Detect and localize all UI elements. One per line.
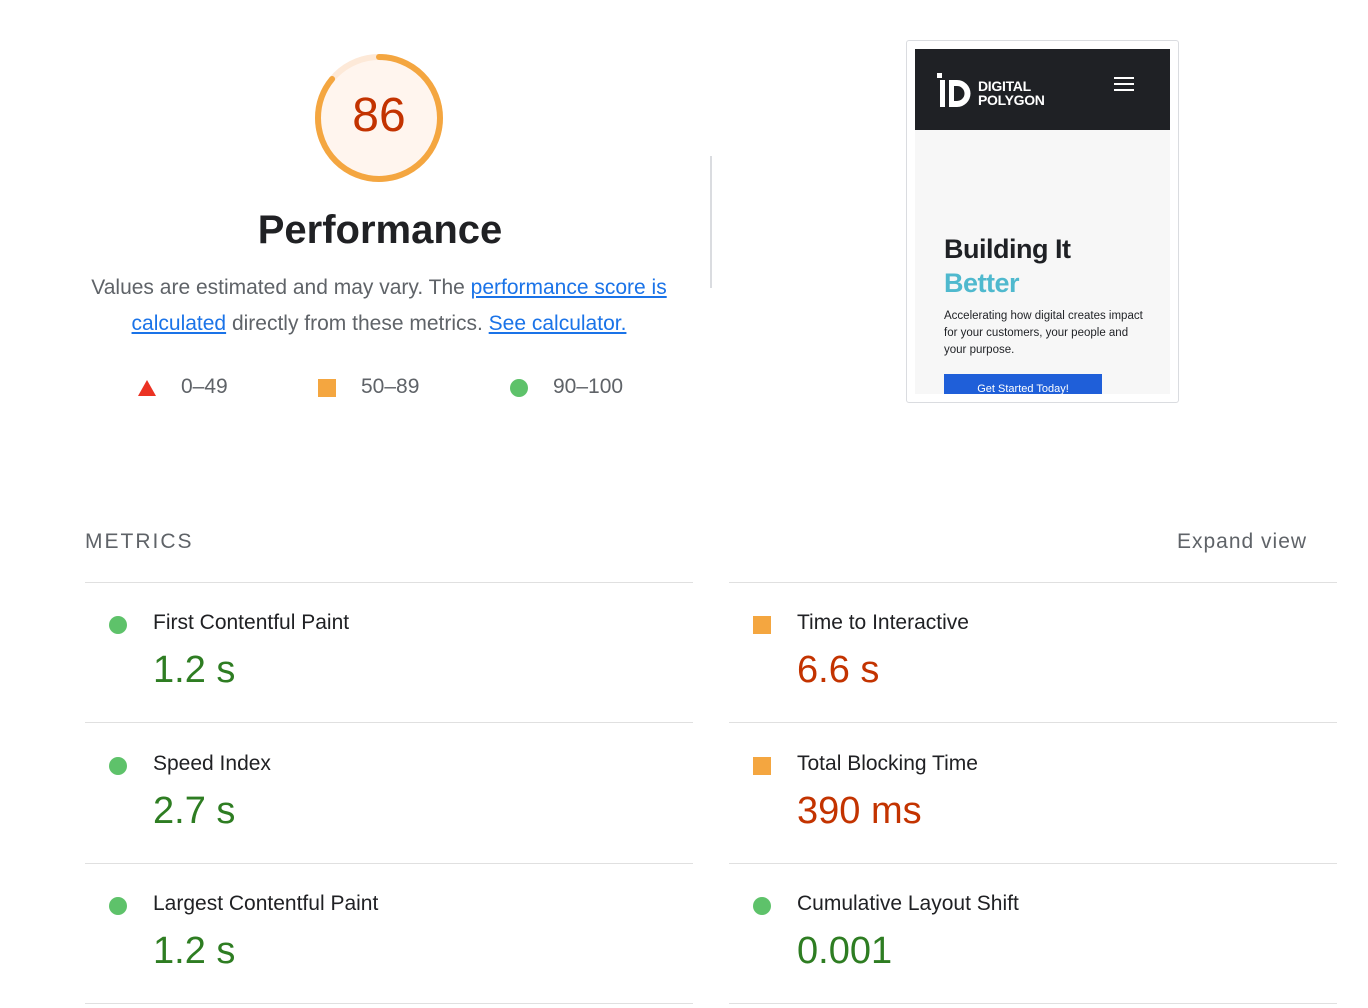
average-square-icon	[753, 616, 771, 634]
metric-first-contentful-paint: First Contentful Paint 1.2 s	[85, 583, 693, 723]
screenshot-page: DIGITAL POLYGON Building It Better Accel…	[915, 49, 1170, 394]
hero-title: Building It Better	[944, 232, 1071, 300]
metric-total-blocking-time: Total Blocking Time 390 ms	[729, 724, 1337, 864]
description-text-2: directly from these metrics.	[226, 312, 489, 335]
legend-fail-range: 0–49	[181, 375, 228, 398]
metric-value: 0.001	[797, 930, 893, 972]
divider	[85, 582, 693, 583]
divider	[85, 1003, 693, 1004]
metric-value: 1.2 s	[153, 649, 236, 691]
hero-line-2: Better	[944, 268, 1020, 298]
logo-text: DIGITAL POLYGON	[978, 79, 1045, 107]
pass-circle-icon	[753, 897, 771, 915]
legend-average-range: 50–89	[361, 375, 420, 398]
pass-circle-icon	[109, 757, 127, 775]
screenshot-header: DIGITAL POLYGON	[915, 49, 1170, 130]
score-value: 86	[352, 89, 406, 142]
metric-cumulative-layout-shift: Cumulative Layout Shift 0.001	[729, 864, 1337, 1004]
metric-name: First Contentful Paint	[153, 611, 350, 634]
square-icon	[318, 379, 336, 397]
metric-value: 2.7 s	[153, 790, 236, 832]
final-screenshot[interactable]: DIGITAL POLYGON Building It Better Accel…	[906, 40, 1179, 403]
metric-value: 6.6 s	[797, 649, 880, 691]
see-calculator-link[interactable]: See calculator.	[488, 312, 627, 335]
vertical-divider	[710, 156, 712, 288]
divider	[85, 863, 693, 864]
logo-line-2: POLYGON	[978, 92, 1045, 108]
metrics-heading: METRICS	[85, 530, 194, 553]
metric-name: Total Blocking Time	[797, 752, 978, 775]
metric-name: Largest Contentful Paint	[153, 892, 379, 915]
metric-value: 390 ms	[797, 790, 922, 832]
description-text-1: Values are estimated and may vary. The	[91, 276, 471, 299]
hero-subtitle: Accelerating how digital creates impact …	[944, 310, 1143, 356]
divider	[729, 1003, 1337, 1004]
divider	[729, 722, 1337, 723]
metric-time-to-interactive: Time to Interactive 6.6 s	[729, 583, 1337, 723]
metric-name: Cumulative Layout Shift	[797, 892, 1019, 915]
get-started-button: Get Started Today!	[944, 374, 1102, 394]
divider	[729, 863, 1337, 864]
metric-name: Speed Index	[153, 752, 271, 775]
metric-largest-contentful-paint: Largest Contentful Paint 1.2 s	[85, 864, 693, 1004]
circle-icon	[510, 379, 528, 397]
score-gauge	[315, 54, 443, 182]
metric-speed-index: Speed Index 2.7 s	[85, 724, 693, 864]
metric-name: Time to Interactive	[797, 611, 969, 634]
score-description: Values are estimated and may vary. The p…	[80, 270, 678, 342]
score-gauge-arc	[315, 54, 443, 182]
hamburger-menu-icon	[1114, 77, 1134, 93]
digital-polygon-logo-icon	[937, 73, 971, 107]
performance-score-link[interactable]: performance score is calculated	[131, 276, 667, 335]
logo-line-1: DIGITAL	[978, 78, 1031, 94]
category-title: Performance	[257, 208, 503, 252]
expand-view-toggle[interactable]: Expand view	[1177, 530, 1308, 553]
legend-pass-range: 90–100	[553, 375, 624, 398]
divider	[85, 722, 693, 723]
metric-value: 1.2 s	[153, 930, 236, 972]
hero-line-1: Building It	[944, 234, 1071, 264]
triangle-icon	[138, 380, 156, 396]
pass-circle-icon	[109, 616, 127, 634]
pass-circle-icon	[109, 897, 127, 915]
divider	[729, 582, 1337, 583]
average-square-icon	[753, 757, 771, 775]
